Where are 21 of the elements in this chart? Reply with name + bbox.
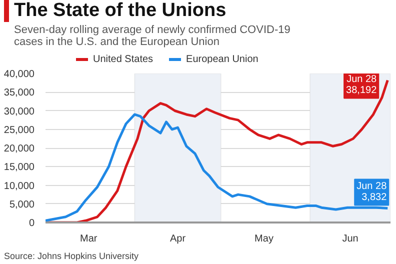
- y-tick-label: 35,000: [4, 88, 35, 99]
- legend-label: United States: [93, 54, 154, 65]
- y-tick-label: 30,000: [4, 106, 35, 118]
- y-tick-label: 10,000: [4, 180, 35, 192]
- annotation: Jun 28 38,192: [346, 74, 378, 96]
- chart-title: The State of the Unions: [4, 0, 226, 22]
- legend-label: European Union: [186, 54, 258, 65]
- y-tick-label: 20,000: [4, 144, 35, 154]
- y-tick-label: 15,000: [4, 162, 35, 174]
- y-tick-label: 5,000: [9, 199, 35, 210]
- line-series: [46, 113, 389, 222]
- x-tick-label: May: [254, 234, 274, 244]
- x-tick-label: Apr: [170, 234, 186, 244]
- source-note: Source: Johns Hopkins University: [3, 251, 139, 262]
- y-tick-label: 25,000: [4, 124, 35, 136]
- annotation: Jun 28 3,832: [356, 181, 388, 204]
- x-tick-label: Jun: [342, 234, 358, 244]
- y-tick-label: 0: [28, 218, 35, 229]
- y-tick-label: 40,000: [4, 69, 35, 80]
- chart-subtitle: Seven-day rolling average of newly confirmed COVID-19 cases in the U.S. and the European Union: [13, 24, 290, 48]
- x-tick-label: Mar: [80, 234, 98, 244]
